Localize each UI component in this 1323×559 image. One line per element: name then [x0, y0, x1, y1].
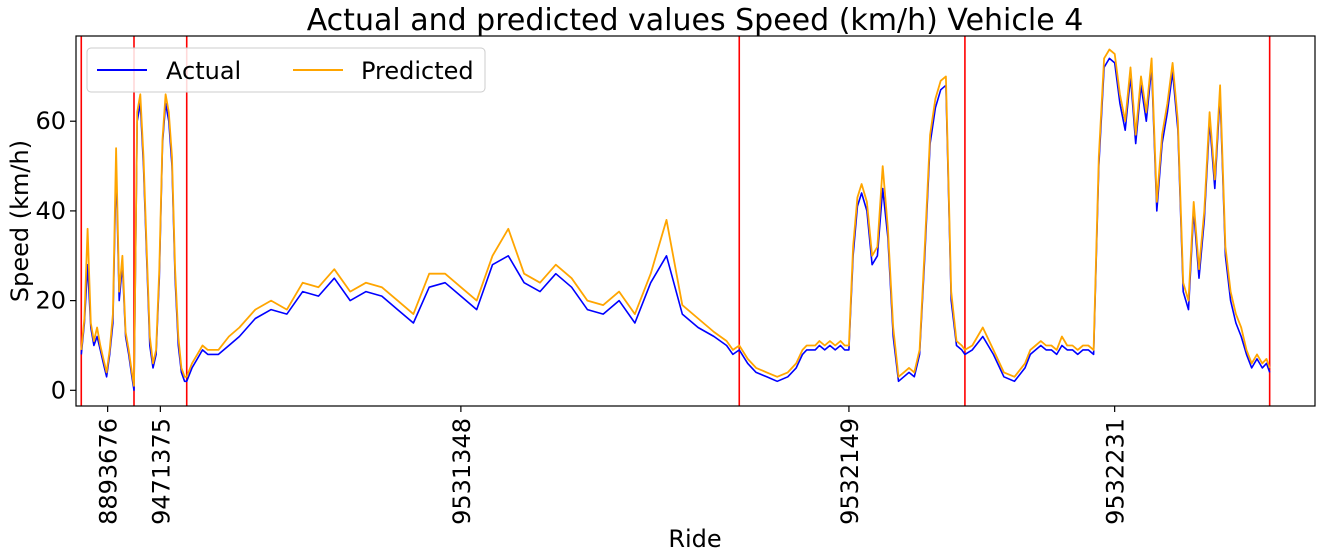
legend-actual-label: Actual — [166, 57, 241, 85]
series-line-actual — [80, 57, 1271, 392]
y-axis: 0 20 40 60 — [35, 107, 76, 404]
y-tick-label: 60 — [35, 107, 66, 135]
legend-predicted-label: Predicted — [361, 57, 474, 85]
x-tick-label: 8893676 — [95, 418, 123, 525]
chart-title: Actual and predicted values Speed (km/h)… — [307, 3, 1084, 38]
x-axis-label: Ride — [668, 525, 721, 553]
x-tick-label: 9531348 — [448, 418, 476, 525]
y-tick-label: 0 — [51, 376, 66, 404]
y-tick-label: 40 — [35, 197, 66, 225]
x-tick-label: 9471375 — [147, 418, 175, 525]
y-axis-label: Speed (km/h) — [6, 140, 34, 302]
x-tick-label: 9532149 — [836, 418, 864, 525]
series-lines — [80, 48, 1271, 392]
x-tick-label: 9532231 — [1102, 418, 1130, 525]
legend-frame — [86, 47, 486, 93]
plot-frame — [75, 35, 1316, 407]
legend: Actual Predicted — [86, 47, 486, 93]
plot-area — [80, 36, 1271, 406]
x-axis: 8893676 9471375 9531348 9532149 9532231 — [95, 406, 1130, 525]
y-tick-label: 20 — [35, 287, 66, 315]
series-line-predicted — [80, 48, 1271, 387]
